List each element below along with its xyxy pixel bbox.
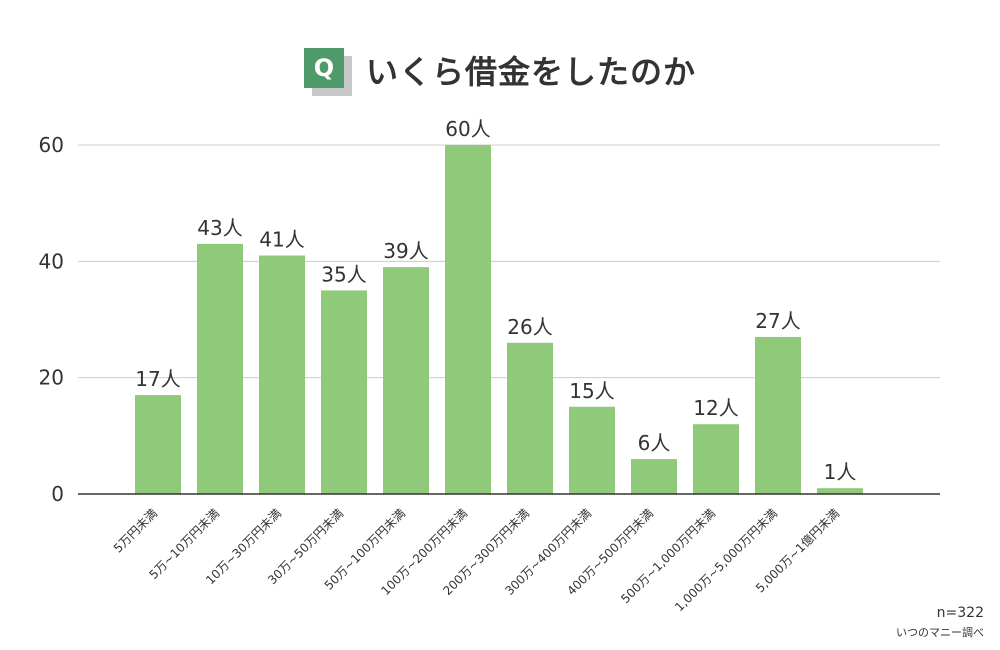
data-label: 60人 (445, 117, 490, 141)
bar (321, 290, 367, 494)
bar (817, 488, 863, 494)
data-label: 27人 (755, 309, 800, 333)
source-credit: いつのマニー調べ (896, 626, 984, 639)
y-tick-label: 60 (39, 133, 64, 157)
bar (383, 267, 429, 494)
x-tick-label: 1,000万~5,000万円未満 (672, 506, 780, 614)
bar (507, 342, 553, 494)
bar (569, 406, 615, 494)
data-label: 41人 (259, 228, 304, 252)
data-label: 1人 (824, 460, 857, 484)
x-tick-label: 5万円未満 (111, 506, 160, 555)
data-label: 12人 (693, 396, 738, 420)
bar (259, 255, 305, 494)
data-label: 17人 (135, 367, 180, 391)
data-label: 6人 (638, 431, 671, 455)
data-label: 35人 (321, 262, 366, 286)
data-label: 43人 (197, 216, 242, 240)
bar (197, 243, 243, 494)
question-badge-letter: Q (303, 48, 344, 88)
data-label: 39人 (383, 239, 428, 263)
bar (445, 145, 491, 494)
chart-footer: n=322 いつのマニー調べ (896, 605, 984, 640)
bar (631, 459, 677, 494)
chart-title-area: Q いくら借金をしたのか (0, 40, 1000, 100)
y-tick-label: 0 (51, 482, 64, 506)
chart-title: いくら借金をしたのか (365, 53, 696, 91)
data-label: 15人 (569, 379, 614, 403)
sample-size: n=322 (936, 605, 984, 621)
y-tick-label: 20 (39, 366, 64, 390)
bar (693, 424, 739, 494)
bar (755, 336, 801, 494)
bar (135, 395, 181, 494)
y-tick-label: 40 (39, 249, 64, 273)
data-label: 26人 (507, 315, 552, 339)
question-badge: Q (303, 48, 352, 96)
